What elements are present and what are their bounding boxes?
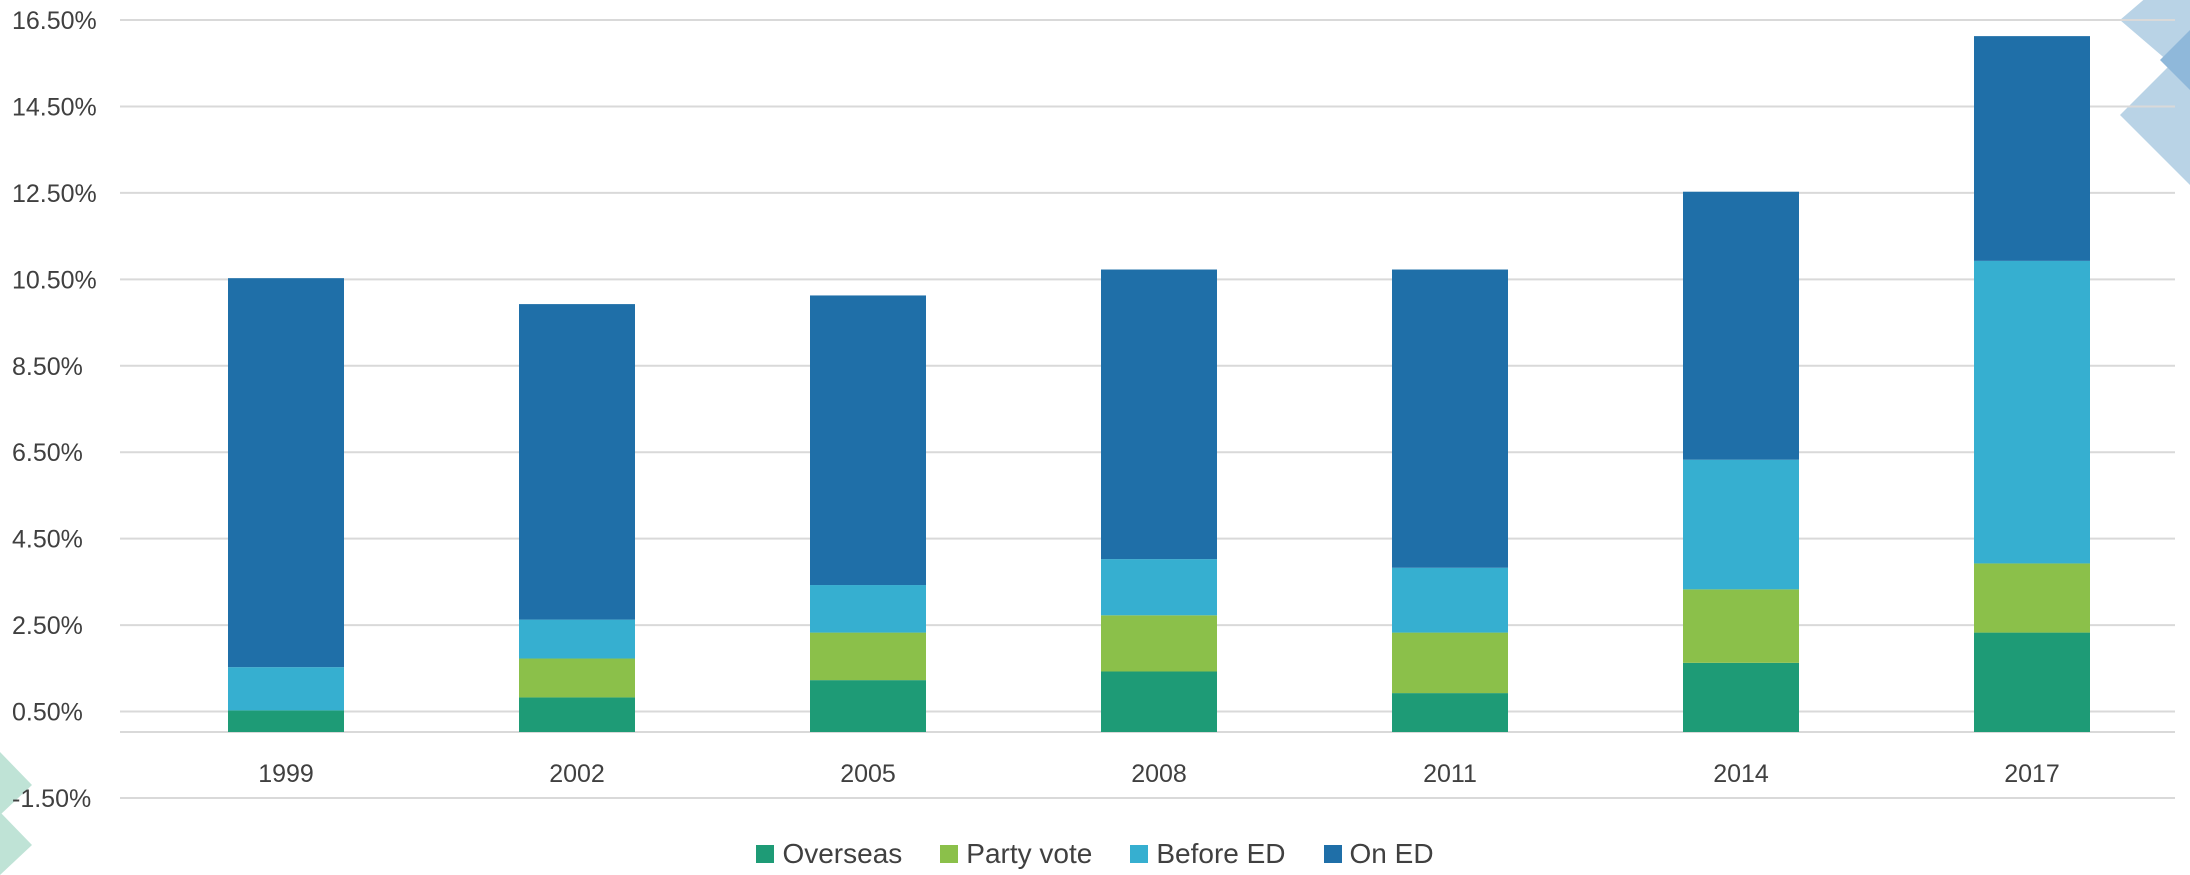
bar-segment-overseas-1999 <box>228 710 344 732</box>
legend-swatch <box>1130 845 1149 863</box>
bar-segment-party-vote-2008 <box>1101 615 1217 672</box>
bar-segment-before-ed-2014 <box>1683 459 1799 590</box>
bar-segment-overseas-2017 <box>1974 632 2090 732</box>
x-axis-ticks: 1999 2002 2005 2008 2011 2014 2017 <box>258 760 2060 788</box>
bar-segment-party-vote-2017 <box>1974 563 2090 633</box>
bar-segment-before-ed-2008 <box>1101 559 1217 616</box>
x-tick-label: 2014 <box>1713 760 1769 788</box>
x-tick-label: 2008 <box>1131 760 1187 788</box>
legend-item: Overseas <box>756 838 902 870</box>
legend-item: Party vote <box>940 838 1092 870</box>
bar-segment-party-vote-2002 <box>519 658 635 698</box>
bar-segment-overseas-2002 <box>519 697 635 732</box>
bar-segment-on-ed-2011 <box>1392 269 1508 568</box>
bar-segment-on-ed-2017 <box>1974 36 2090 261</box>
bar-segment-before-ed-1999 <box>228 667 344 711</box>
bar-segment-party-vote-2014 <box>1683 589 1799 663</box>
x-tick-label: 2011 <box>1423 760 1477 788</box>
legend-label: On ED <box>1349 838 1434 869</box>
legend-item: On ED <box>1323 838 1434 870</box>
bar-segment-on-ed-1999 <box>228 278 344 668</box>
bar-segment-party-vote-2011 <box>1392 632 1508 694</box>
bar-segment-overseas-2008 <box>1101 671 1217 732</box>
bar-segment-overseas-2005 <box>810 680 926 732</box>
y-tick-label: 4.50% <box>12 526 83 554</box>
bar-segment-overseas-2011 <box>1392 693 1508 732</box>
y-tick-label: 12.50% <box>12 180 97 208</box>
legend-swatch <box>756 845 775 863</box>
y-axis-ticks: 16.50% 14.50% 12.50% 10.50% 8.50% 6.50% 4.50% 2… <box>12 7 97 813</box>
bar-segment-before-ed-2017 <box>1974 260 2090 564</box>
x-tick-label: 2017 <box>2004 760 2060 788</box>
bar-segment-overseas-2014 <box>1683 662 1799 732</box>
legend-swatch <box>1323 845 1342 863</box>
bar-segment-before-ed-2005 <box>810 585 926 633</box>
y-tick-label: 2.50% <box>12 612 83 640</box>
legend: Overseas Party vote Before ED On ED <box>0 838 2190 870</box>
legend-item: Before ED <box>1130 838 1286 870</box>
bar-segment-before-ed-2002 <box>519 619 635 659</box>
legend-label: Before ED <box>1156 838 1286 869</box>
bar-segment-on-ed-2005 <box>810 295 926 586</box>
bars <box>228 36 2090 732</box>
y-tick-label: 6.50% <box>12 439 83 467</box>
y-tick-label: 0.50% <box>12 699 83 727</box>
y-tick-label: 8.50% <box>12 353 83 381</box>
bar-segment-on-ed-2014 <box>1683 191 1799 460</box>
x-tick-label: 2005 <box>840 760 896 788</box>
bar-segment-on-ed-2008 <box>1101 269 1217 560</box>
y-tick-label: 10.50% <box>12 266 97 294</box>
legend-swatch <box>940 845 959 863</box>
y-tick-label: 14.50% <box>12 93 97 121</box>
legend-label: Overseas <box>782 838 903 869</box>
x-tick-label: 2002 <box>549 760 605 788</box>
x-tick-label: 1999 <box>258 760 314 788</box>
bar-segment-before-ed-2011 <box>1392 567 1508 633</box>
bar-segment-party-vote-2005 <box>810 632 926 681</box>
y-tick-label: -1.50% <box>12 785 91 813</box>
bar-segment-on-ed-2002 <box>519 304 635 620</box>
y-tick-label: 16.50% <box>12 7 97 35</box>
legend-label: Party vote <box>966 838 1093 869</box>
